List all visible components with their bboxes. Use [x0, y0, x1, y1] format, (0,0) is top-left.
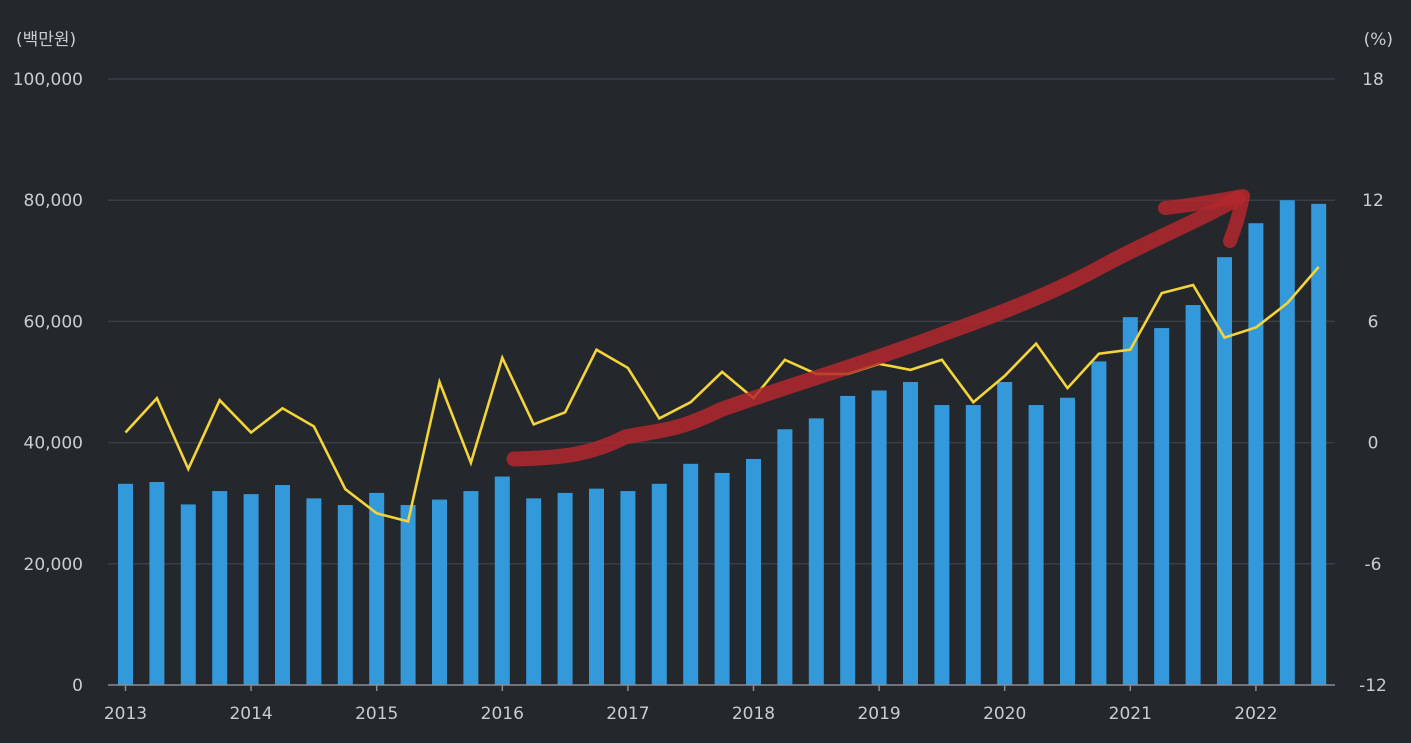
right-tick-label: 12 [1362, 191, 1384, 211]
bar [1217, 257, 1232, 685]
line-series [124, 266, 1320, 523]
bar [1279, 200, 1295, 685]
bar [1154, 328, 1170, 685]
left-tick-label: 80,000 [24, 191, 83, 211]
right-tick-label: 6 [1368, 312, 1379, 332]
bar [432, 499, 447, 685]
bar [118, 483, 133, 685]
bar-series [118, 200, 1327, 685]
left-tick-label: 40,000 [24, 434, 83, 454]
x-tick-label: 2017 [606, 704, 649, 724]
bar [997, 382, 1013, 685]
x-tick-label: 2021 [1109, 704, 1152, 724]
bar [400, 505, 416, 685]
bar [369, 492, 385, 685]
left-tick-label: 20,000 [24, 555, 83, 575]
bar [965, 405, 981, 685]
bar [840, 395, 856, 685]
x-tick-label: 2019 [857, 704, 900, 724]
bar [494, 476, 510, 685]
trend-arrow-shaft [506, 190, 1246, 467]
bar [1060, 397, 1075, 685]
bar [1091, 361, 1107, 685]
bar [1248, 223, 1264, 685]
bar [149, 481, 165, 685]
bar [777, 429, 793, 685]
left-axis-unit: (백만원) [16, 30, 76, 50]
bar [808, 418, 824, 685]
x-tick-label: 2020 [983, 704, 1026, 724]
bar [526, 498, 542, 685]
x-tick-label: 2014 [229, 704, 272, 724]
bar [275, 485, 290, 685]
x-tick-label: 2016 [481, 704, 524, 724]
line-path [124, 266, 1320, 523]
right-tick-label: 0 [1368, 434, 1379, 454]
right-tick-label: 18 [1362, 70, 1384, 90]
bar [589, 488, 604, 685]
axes: 0 20,000 40,000 60,000 80,000 100,000 -12 -6 0 6 1… [13, 70, 1387, 724]
bar [651, 483, 667, 685]
right-axis-unit: (%) [1364, 30, 1393, 50]
bar [306, 498, 322, 685]
bar [557, 492, 573, 685]
x-tick-label: 2013 [104, 704, 147, 724]
x-tick-label: 2018 [732, 704, 775, 724]
bar [1122, 317, 1138, 685]
right-tick-label: -12 [1359, 676, 1387, 696]
bar [337, 505, 353, 685]
bar [1028, 405, 1044, 685]
trend-arrow-annotation [506, 189, 1250, 467]
bar [903, 382, 918, 685]
bar [1311, 203, 1327, 685]
bar [463, 491, 479, 685]
bar [243, 494, 259, 685]
x-tick-label: 2022 [1234, 704, 1277, 724]
bar [746, 458, 761, 685]
x-tick-label: 2015 [355, 704, 398, 724]
left-tick-label: 60,000 [24, 312, 83, 332]
bar [683, 463, 699, 685]
left-tick-label: 0 [72, 676, 83, 696]
bar [871, 390, 887, 685]
bar [180, 504, 196, 685]
bar [1185, 305, 1201, 685]
bar [212, 491, 228, 685]
left-tick-label: 100,000 [13, 70, 83, 90]
bar [714, 472, 730, 685]
bar [620, 491, 636, 685]
trend-arrow-head [1158, 189, 1250, 248]
right-tick-label: -6 [1365, 555, 1382, 575]
bar [934, 405, 950, 685]
